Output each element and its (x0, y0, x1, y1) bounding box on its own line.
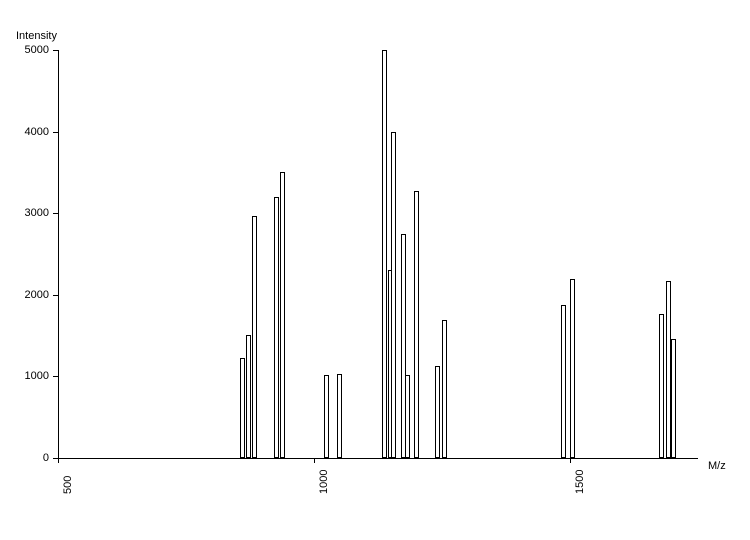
spectrum-peak (274, 197, 279, 458)
spectrum-peak (435, 366, 440, 458)
x-tick (570, 458, 571, 463)
y-tick (53, 213, 58, 214)
spectrum-peak (391, 132, 396, 458)
x-tick (58, 458, 59, 463)
y-tick-label: 1000 (0, 370, 49, 382)
spectrum-peak (324, 375, 329, 458)
y-axis-line (58, 50, 59, 458)
spectrum-peak (570, 279, 575, 458)
y-tick (53, 132, 58, 133)
y-tick (53, 376, 58, 377)
y-tick-label: 4000 (0, 126, 49, 138)
y-tick-label: 2000 (0, 289, 49, 301)
y-tick-label: 5000 (0, 44, 49, 56)
spectrum-peak (252, 216, 257, 458)
x-tick (314, 458, 315, 463)
spectrum-peak (659, 314, 664, 458)
y-axis-title: Intensity (16, 30, 57, 42)
x-axis-line (58, 458, 698, 459)
y-tick (53, 50, 58, 51)
spectrum-peak (414, 191, 419, 458)
y-tick (53, 295, 58, 296)
spectrum-peak (382, 50, 387, 458)
y-tick-label: 3000 (0, 207, 49, 219)
spectrum-peak (240, 358, 245, 458)
x-axis-title: M/z (708, 460, 726, 472)
spectrum-peak (246, 335, 251, 458)
x-tick-label: 1000 (318, 470, 330, 494)
spectrum-peak (671, 339, 676, 458)
x-tick-label: 500 (62, 476, 74, 494)
spectrum-peak (405, 375, 410, 458)
y-tick-label: 0 (0, 452, 49, 464)
spectrum-peak (442, 320, 447, 458)
mass-spectrum-chart: Intensity M/z 0 1000 2000 3000 4000 5000 500 10… (0, 0, 750, 540)
x-tick-label: 1500 (574, 470, 586, 494)
spectrum-peak (280, 172, 285, 458)
spectrum-peak (561, 305, 566, 458)
spectrum-peak (337, 374, 342, 458)
